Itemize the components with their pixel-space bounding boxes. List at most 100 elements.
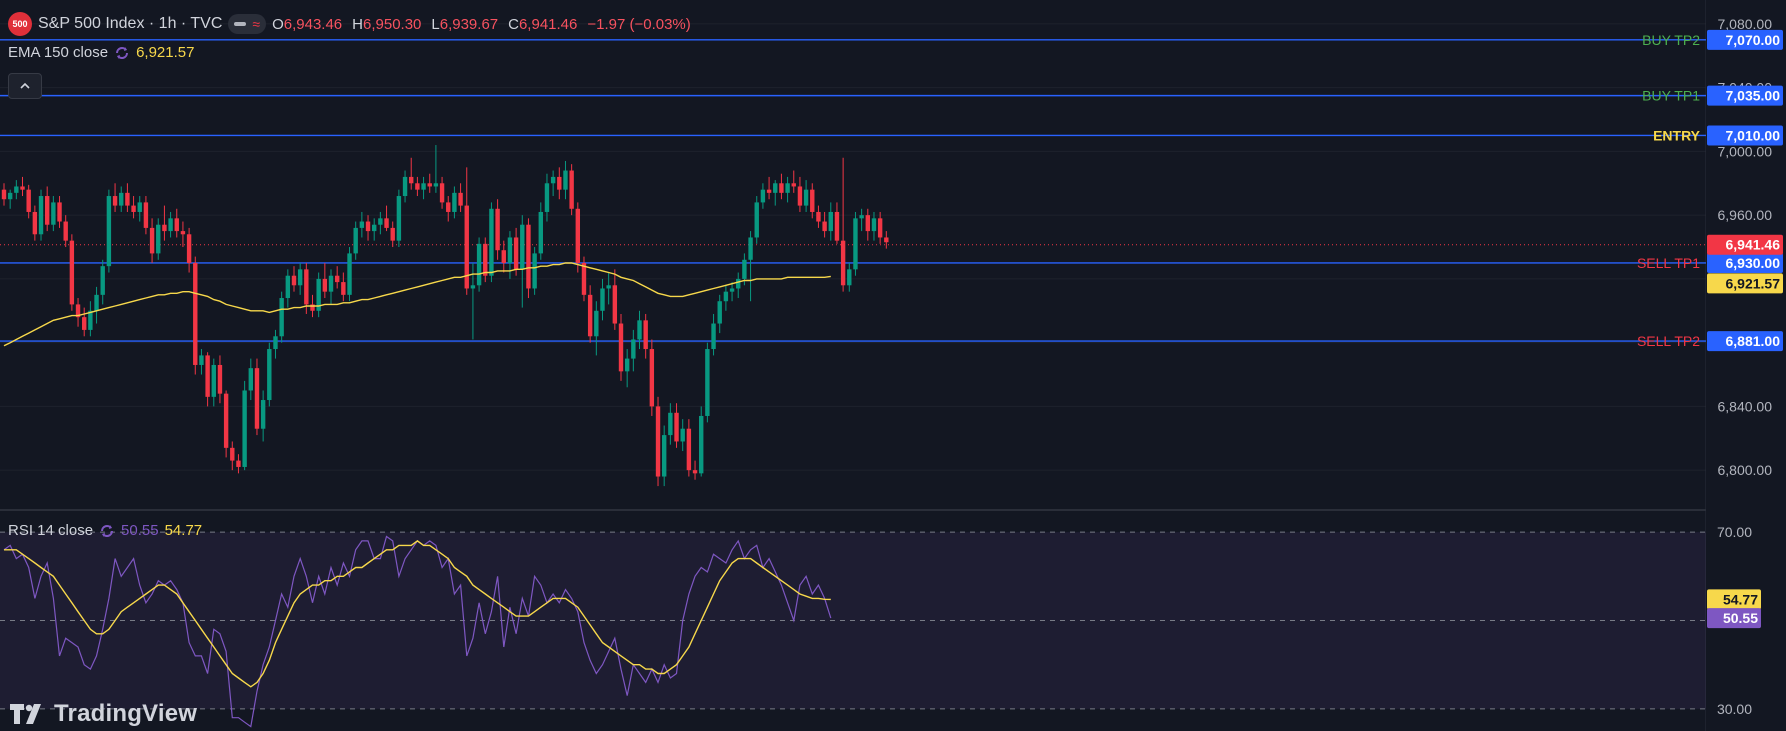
candle [674, 412, 679, 442]
level-price-badge: 7,070.00 [1707, 29, 1783, 50]
candle [538, 211, 543, 254]
candle [402, 176, 408, 197]
candle [186, 234, 192, 263]
candle [643, 320, 648, 350]
candle [359, 221, 365, 228]
candle [581, 262, 587, 295]
candle [847, 269, 852, 286]
candle [853, 218, 858, 270]
candle [316, 278, 321, 311]
candle [470, 285, 476, 289]
ema-legend[interactable]: EMA 150 close 6,921.57 [8, 44, 194, 61]
svg-text:7,070.00: 7,070.00 [1726, 32, 1781, 48]
candle [409, 176, 414, 184]
candle [557, 176, 562, 190]
rsi-value: 50.55 [121, 522, 159, 539]
candle [736, 278, 741, 289]
wave-icon[interactable]: ≈ [252, 16, 261, 32]
candle [88, 310, 93, 330]
ema-price-badge: 6,921.57 [1707, 273, 1783, 294]
candle [304, 269, 309, 305]
candle [661, 435, 667, 477]
candle [199, 355, 204, 365]
candle [433, 183, 439, 187]
candle [476, 243, 482, 286]
candle [26, 189, 31, 212]
candle [587, 294, 593, 337]
candle [347, 253, 352, 295]
candle [285, 275, 291, 299]
candle [427, 183, 432, 187]
rsi-name[interactable]: RSI 14 close [8, 522, 94, 539]
candle [273, 336, 278, 350]
candle [859, 215, 864, 219]
trade-levels[interactable]: BUY TP2 BUY TP1 ENTRY SELL TP1 SELL TP2 [0, 32, 1706, 349]
minimize-icon[interactable] [234, 22, 247, 26]
chevron-up-icon [20, 82, 30, 89]
candle [612, 285, 618, 324]
candle [526, 224, 531, 289]
ema-name[interactable]: EMA 150 close [8, 44, 109, 61]
candle [631, 339, 636, 359]
candle [14, 186, 19, 193]
level-price-badge: 6,930.00 [1707, 252, 1783, 273]
candle [501, 250, 506, 263]
rsi-value-badge: 54.77 [1707, 589, 1761, 610]
tradingview-watermark[interactable]: TradingView [10, 700, 197, 728]
candle [834, 211, 840, 241]
ohlc-open: O6,943.46 [272, 15, 343, 33]
symbol-legend[interactable]: 500 S&P 500 Index · 1h · TVC ≈ O6,943.46… [8, 12, 691, 36]
candle [162, 224, 167, 232]
candle [260, 400, 266, 429]
candle [624, 358, 630, 372]
svg-text:6,941.46: 6,941.46 [1726, 237, 1781, 253]
rsi-pane[interactable] [0, 531, 1706, 728]
candle [458, 192, 463, 206]
candle [699, 415, 704, 474]
loading-cycle-icon [116, 46, 129, 59]
candle [180, 231, 186, 235]
candle [884, 237, 889, 243]
candle [483, 243, 488, 276]
ema-value: 6,921.57 [136, 44, 195, 61]
rsi-ma-line [4, 540, 831, 688]
candle [168, 218, 173, 232]
candle [877, 218, 883, 238]
candle [822, 221, 827, 232]
candle [452, 192, 457, 212]
candle [1, 189, 7, 200]
candle [816, 211, 821, 222]
candlestick-series [1, 145, 889, 487]
candle [125, 192, 130, 206]
candle [20, 186, 25, 190]
rsi-tick: 30.00 [1717, 701, 1752, 717]
candle [705, 349, 710, 416]
collapse-legend-button[interactable] [8, 73, 42, 99]
candle [205, 355, 210, 397]
candle [803, 189, 809, 206]
candle [532, 253, 537, 289]
candle [439, 183, 445, 203]
candle [840, 240, 846, 286]
price-tick: 7,080.00 [1718, 16, 1773, 32]
rsi-legend[interactable]: RSI 14 close 50.55 54.77 [8, 522, 202, 539]
svg-text:6,881.00: 6,881.00 [1726, 333, 1781, 349]
svg-text:6,921.57: 6,921.57 [1726, 275, 1781, 291]
price-tick: 7,000.00 [1718, 143, 1773, 159]
candle [44, 196, 50, 225]
level-label: BUY TP1 [1642, 88, 1700, 104]
price-axis[interactable]: 7,080.007,040.007,000.006,960.006,920.00… [1706, 0, 1786, 731]
candle [717, 301, 722, 324]
candle [94, 294, 99, 311]
candle [297, 269, 303, 286]
legend-controls[interactable]: ≈ [228, 14, 267, 34]
symbol-title[interactable]: S&P 500 Index · 1h · TVC [38, 15, 223, 32]
level-label: BUY TP2 [1642, 32, 1700, 48]
candle [594, 310, 599, 337]
candle [779, 183, 784, 193]
candle [353, 227, 358, 254]
candle [810, 189, 815, 212]
candle [513, 237, 519, 270]
ohlc-high: H6,950.30 [352, 15, 422, 33]
